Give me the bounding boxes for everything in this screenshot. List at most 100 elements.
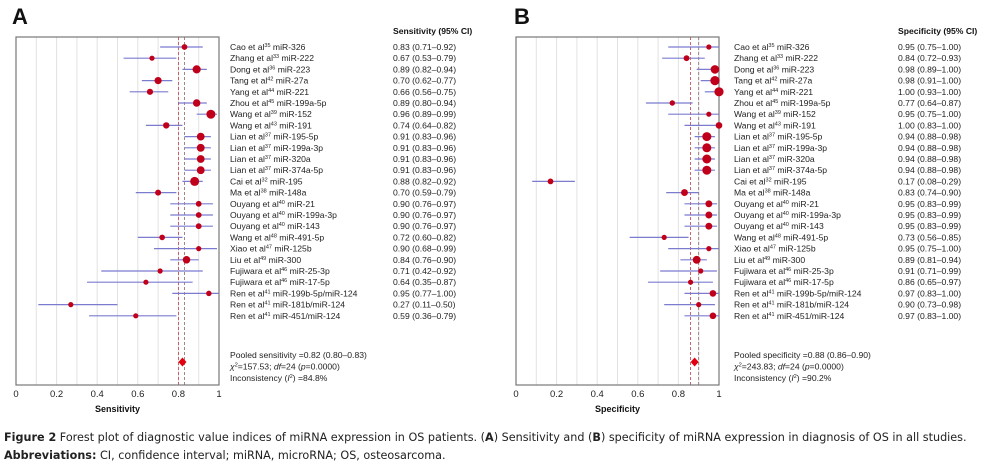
- study-point: [692, 255, 701, 264]
- x-tick-label: 0: [513, 389, 518, 400]
- study-label: Xiao et al47 miR-125b: [734, 244, 816, 254]
- study-value: 0.98 (0.91–1.00): [898, 76, 961, 86]
- study-point: [159, 234, 165, 241]
- column-header: Sensitivity (95% CI): [393, 26, 472, 36]
- study-point: [710, 65, 720, 74]
- study-value: 0.94 (0.88–0.98): [898, 132, 961, 142]
- study-label: Fujiwara et al46 miR-25-3p: [734, 266, 834, 276]
- x-tick-label: 0.6: [131, 389, 144, 400]
- study-point: [190, 176, 200, 186]
- inconsistency-stat: Inconsistency (I2) =90.2%: [734, 373, 832, 383]
- study-value: 0.77 (0.64–0.87): [898, 98, 961, 108]
- study-value: 0.91 (0.83–0.96): [393, 132, 456, 142]
- study-point: [702, 154, 712, 164]
- study-label: Tang et al42 miR-27a: [734, 76, 812, 86]
- study-label: Zhang et al33 miR-222: [734, 53, 818, 63]
- study-label: Fujiwara et al46 miR-17-5p: [734, 277, 834, 287]
- study-label: Wang et al43 miR-191: [734, 120, 816, 130]
- study-point: [163, 122, 170, 129]
- study-value: 0.95 (0.83–0.99): [898, 221, 961, 231]
- study-label: Ren et al41 miR-181b/miR-124: [230, 300, 345, 310]
- study-point: [547, 178, 554, 185]
- abbreviations: Abbreviations: CI, confidence interval; …: [4, 449, 446, 462]
- inconsistency-stat: Inconsistency (I2) =84.8%: [230, 373, 328, 383]
- study-value: 0.97 (0.83–1.00): [898, 311, 961, 321]
- study-point: [192, 99, 201, 107]
- study-label: Ouyang et al40 miR-21: [734, 199, 819, 209]
- study-value: 0.94 (0.88–0.98): [898, 154, 961, 164]
- study-value: 0.95 (0.75–1.00): [898, 244, 961, 254]
- caption-text: Forest plot of diagnostic value indices …: [56, 431, 486, 444]
- study-label: Tang et al42 miR-27a: [230, 76, 308, 86]
- study-label: Dong et al36 miR-223: [230, 64, 310, 74]
- study-point: [206, 109, 216, 119]
- figure-label: Figure 2: [4, 431, 57, 444]
- study-value: 1.00 (0.83–1.00): [898, 120, 961, 130]
- study-value: 0.59 (0.36–0.79): [393, 311, 456, 321]
- study-value: 0.84 (0.72–0.93): [898, 53, 961, 63]
- study-point: [681, 189, 688, 197]
- study-point: [154, 77, 162, 85]
- study-value: 0.84 (0.76–0.90): [393, 255, 456, 265]
- x-tick-label: 0: [13, 389, 18, 400]
- study-point: [669, 100, 676, 106]
- study-label: Cao et al35 miR-326: [734, 42, 810, 52]
- study-point: [195, 200, 202, 207]
- study-label: Lian et al37 miR-195-5p: [734, 132, 823, 142]
- pooled-diamond: [178, 357, 187, 367]
- study-point: [68, 302, 74, 308]
- study-point: [698, 268, 704, 274]
- study-value: 0.83 (0.74–0.90): [898, 188, 961, 198]
- study-point: [702, 143, 712, 153]
- caption-end-text: ) specificity of miRNA expression in dia…: [600, 431, 967, 444]
- study-label: Fujiwara et al46 miR-17-5p: [230, 277, 330, 287]
- study-label: Xiao et al47 miR-125b: [230, 244, 312, 254]
- study-point: [155, 189, 162, 196]
- study-value: 0.94 (0.88–0.98): [898, 143, 961, 153]
- study-value: 0.95 (0.75–1.00): [898, 42, 961, 52]
- study-label: Lian et al37 miR-374a-5p: [230, 165, 323, 175]
- x-tick-label: 0.4: [591, 389, 604, 400]
- study-value: 0.70 (0.59–0.79): [393, 188, 456, 198]
- study-value: 0.90 (0.76–0.97): [393, 210, 456, 220]
- caption-mid-text: ) Sensitivity and (: [493, 431, 593, 444]
- study-value: 0.91 (0.71–0.99): [898, 266, 961, 276]
- caption-part-a: A: [485, 431, 494, 444]
- study-point: [705, 211, 713, 219]
- forest-plot-sensitivity: Sensitivity (95% CI) Cao et al35 miR-326 0…: [13, 26, 472, 414]
- study-label: Ouyang et al40 miR-199a-3p: [230, 210, 337, 220]
- study-value: 0.97 (0.83–1.00): [898, 288, 961, 298]
- study-label: Lian et al37 miR-320a: [734, 154, 815, 164]
- study-point: [696, 302, 702, 308]
- study-point: [706, 44, 712, 50]
- x-tick-label: 0.8: [172, 389, 185, 400]
- study-value: 0.74 (0.64–0.82): [393, 120, 456, 130]
- study-label: Yang et al44 miR-221: [230, 87, 309, 97]
- column-header: Specificity (95% CI): [898, 26, 977, 36]
- study-value: 1.00 (0.93–1.00): [898, 87, 961, 97]
- study-point: [143, 279, 149, 285]
- study-label: Ma et al38 miR-148a: [230, 188, 307, 198]
- study-point: [705, 222, 713, 230]
- study-label: Lian et al37 miR-199a-3p: [734, 143, 827, 153]
- study-label: Zhou et al45 miR-199a-5p: [734, 98, 831, 108]
- study-value: 0.66 (0.56–0.75): [393, 87, 456, 97]
- study-label: Wang et al43 miR-191: [230, 120, 312, 130]
- plot-frame: [515, 36, 720, 386]
- study-label: Ren et al41 miR-199b-5p/miR-124: [230, 288, 358, 298]
- study-value: 0.86 (0.65–0.97): [898, 277, 961, 287]
- study-value: 0.91 (0.83–0.96): [393, 165, 456, 175]
- study-point: [192, 65, 201, 74]
- study-point: [683, 55, 690, 62]
- study-label: Liu et al49 miR-300: [230, 255, 301, 265]
- study-value: 0.73 (0.56–0.85): [898, 232, 961, 242]
- study-point: [706, 111, 712, 117]
- abbreviations-label: Abbreviations:: [4, 449, 97, 462]
- study-point: [181, 44, 188, 50]
- study-point: [709, 290, 717, 297]
- study-point: [661, 234, 667, 240]
- study-point: [709, 312, 717, 320]
- study-value: 0.89 (0.81–0.94): [898, 255, 961, 265]
- x-tick-label: 0.4: [91, 389, 104, 400]
- study-point: [702, 165, 712, 175]
